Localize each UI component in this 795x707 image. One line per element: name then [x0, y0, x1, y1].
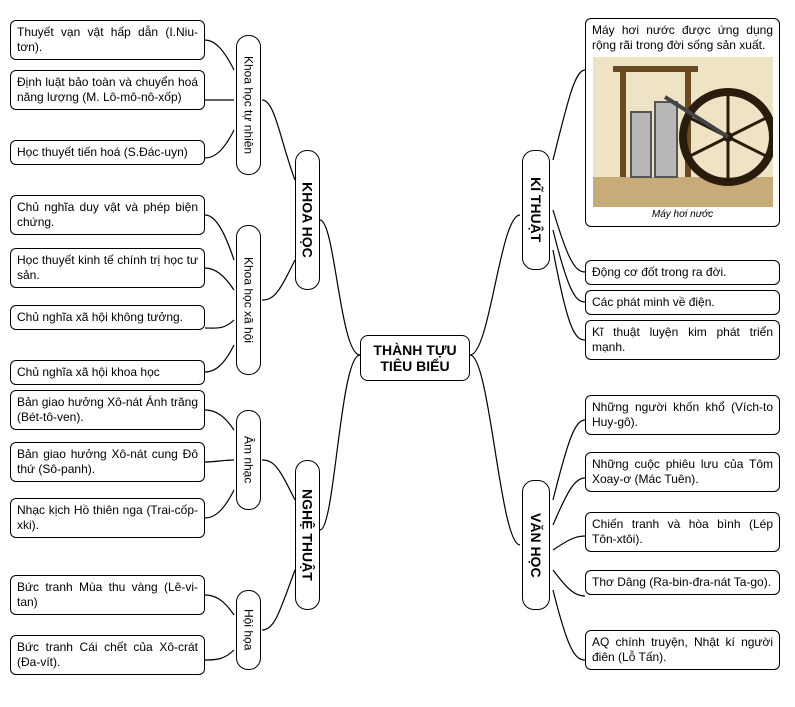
leaf-text: Thơ Dâng (Ra-bin-đra-nát Ta-go).	[592, 575, 771, 589]
main-van-hoc-label: VĂN HỌC	[528, 513, 544, 578]
leaf-amnhac-2: Nhạc kịch Hồ thiên nga (Trai-cốp-xki).	[10, 498, 205, 538]
leaf-text: Chủ nghĩa xã hội khoa học	[17, 365, 160, 379]
leaf-text: Bản giao hưởng Xô-nát cung Đô thứ (Sô-pa…	[17, 447, 198, 476]
leaf-text: Nhạc kịch Hồ thiên nga (Trai-cốp-xki).	[17, 503, 198, 532]
leaf-text: Định luật bảo toàn và chuyển hoá năng lư…	[17, 75, 198, 104]
main-nghe-thuat-label: NGHỆ THUẬT	[300, 489, 316, 581]
leaf-kithuat-image: Máy hơi nước được ứng dụng rộng rãi tron…	[585, 18, 780, 227]
leaf-kithuat-1: Các phát minh về điện.	[585, 290, 780, 315]
leaf-text: Học thuyết tiến hoá (S.Đác-uyn)	[17, 145, 188, 159]
leaf-text: Chủ nghĩa duy vật và phép biện chứng.	[17, 200, 198, 229]
leaf-khxh-2: Chủ nghĩa xã hội không tưởng.	[10, 305, 205, 330]
leaf-amnhac-0: Bản giao hưởng Xô-nát Ánh trăng (Bét-tô-…	[10, 390, 205, 430]
leaf-text: Học thuyết kinh tế chính trị học tư sản.	[17, 253, 198, 282]
leaf-text: Thuyết vạn vật hấp dẫn (I.Niu-tơn).	[17, 25, 198, 54]
steam-engine-icon	[593, 57, 773, 207]
leaf-text: Bức tranh Mùa thu vàng (Lê-vi-tan)	[17, 580, 198, 609]
main-ki-thuat-label: KĨ THUẬT	[528, 177, 544, 242]
center-title: THÀNH TỰU TIÊU BIỂU	[373, 342, 456, 374]
main-nghe-thuat: NGHỆ THUẬT	[295, 460, 320, 610]
leaf-text: AQ chính truyện, Nhật kí người điên (Lỗ …	[592, 635, 773, 664]
leaf-khxh-1: Học thuyết kinh tế chính trị học tư sản.	[10, 248, 205, 288]
leaf-vanhoc-2: Chiến tranh và hòa bình (Lép Tôn-xtôi).	[585, 512, 780, 552]
main-ki-thuat: KĨ THUẬT	[522, 150, 550, 270]
leaf-khtn-0: Thuyết vạn vật hấp dẫn (I.Niu-tơn).	[10, 20, 205, 60]
leaf-vanhoc-0: Những người khốn khổ (Vích-to Huy-gô).	[585, 395, 780, 435]
sub-hoiha-label: Hội họa	[242, 609, 256, 650]
leaf-vanhoc-4: AQ chính truyện, Nhật kí người điên (Lỗ …	[585, 630, 780, 670]
leaf-khtn-2: Học thuyết tiến hoá (S.Đác-uyn)	[10, 140, 205, 165]
leaf-amnhac-1: Bản giao hưởng Xô-nát cung Đô thứ (Sô-pa…	[10, 442, 205, 482]
leaf-text: Bản giao hưởng Xô-nát Ánh trăng (Bét-tô-…	[17, 395, 198, 424]
leaf-text: Những cuộc phiêu lưu của Tôm Xoay-ơ (Mác…	[592, 457, 773, 486]
sub-khxh: Khoa học xã hội	[236, 225, 261, 375]
main-khoa-hoc-label: KHOA HỌC	[300, 182, 316, 258]
leaf-vanhoc-3: Thơ Dâng (Ra-bin-đra-nát Ta-go).	[585, 570, 780, 595]
sub-amnhac-label: Âm nhạc	[242, 436, 256, 483]
main-van-hoc: VĂN HỌC	[522, 480, 550, 610]
leaf-vanhoc-1: Những cuộc phiêu lưu của Tôm Xoay-ơ (Mác…	[585, 452, 780, 492]
leaf-kithuat-image-caption: Máy hơi nước	[592, 209, 773, 222]
leaf-text: Động cơ đốt trong ra đời.	[592, 265, 726, 279]
sub-khtn: Khoa học tự nhiên	[236, 35, 261, 175]
sub-khtn-label: Khoa học tự nhiên	[242, 56, 256, 154]
leaf-khtn-1: Định luật bảo toàn và chuyển hoá năng lư…	[10, 70, 205, 110]
leaf-text: Những người khốn khổ (Vích-to Huy-gô).	[592, 400, 773, 429]
leaf-kithuat-2: Kĩ thuật luyện kim phát triển mạnh.	[585, 320, 780, 360]
leaf-hoiha-1: Bức tranh Cái chết của Xô-crát (Đa-vít).	[10, 635, 205, 675]
leaf-hoiha-0: Bức tranh Mùa thu vàng (Lê-vi-tan)	[10, 575, 205, 615]
sub-hoiha: Hội họa	[236, 590, 261, 670]
leaf-kithuat-0: Động cơ đốt trong ra đời.	[585, 260, 780, 285]
leaf-kithuat-image-text: Máy hơi nước được ứng dụng rộng rãi tron…	[592, 23, 773, 53]
sub-amnhac: Âm nhạc	[236, 410, 261, 510]
leaf-text: Chủ nghĩa xã hội không tưởng.	[17, 310, 183, 324]
center-node: THÀNH TỰU TIÊU BIỂU	[360, 335, 470, 381]
leaf-text: Các phát minh về điện.	[592, 295, 715, 309]
leaf-khxh-3: Chủ nghĩa xã hội khoa học	[10, 360, 205, 385]
main-khoa-hoc: KHOA HỌC	[295, 150, 320, 290]
leaf-text: Kĩ thuật luyện kim phát triển mạnh.	[592, 325, 773, 354]
leaf-khxh-0: Chủ nghĩa duy vật và phép biện chứng.	[10, 195, 205, 235]
leaf-text: Chiến tranh và hòa bình (Lép Tôn-xtôi).	[592, 517, 773, 546]
sub-khxh-label: Khoa học xã hội	[242, 257, 256, 343]
leaf-text: Bức tranh Cái chết của Xô-crát (Đa-vít).	[17, 640, 198, 669]
